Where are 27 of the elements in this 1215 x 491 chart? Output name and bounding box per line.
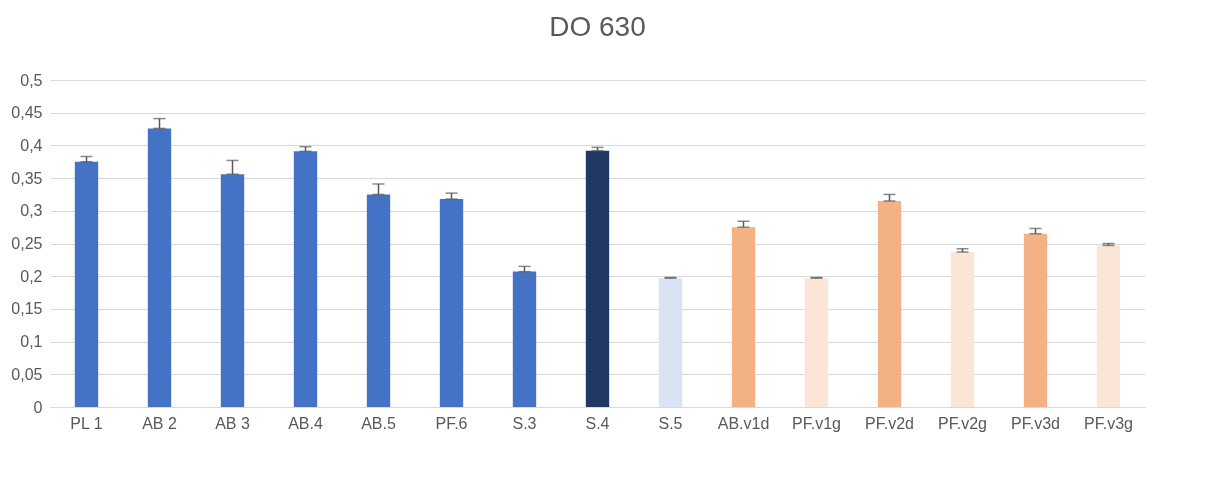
x-tick-label: PL 1 (70, 414, 103, 432)
x-tick-label: S.4 (585, 414, 610, 432)
y-tick-label: 0,25 (11, 235, 43, 252)
x-tick-label: S.3 (512, 414, 537, 432)
x-tick-label: PF.v3d (1011, 414, 1060, 432)
x-tick-label: AB.5 (361, 414, 396, 432)
y-tick-label: 0,3 (20, 202, 43, 220)
y-tick-label: 0,5 (20, 71, 43, 89)
x-tick-label: AB 3 (215, 414, 250, 432)
x-tick-label: AB 2 (142, 414, 177, 432)
y-tick-label: 0,45 (11, 104, 43, 122)
x-tick-label: PF.v3g (1084, 414, 1133, 432)
x-tick-label: PF.v2d (865, 414, 914, 432)
y-tick-label: 0,15 (11, 300, 43, 318)
x-tick-label: PF.v2g (938, 414, 987, 432)
x-tick-label: AB.4 (288, 414, 323, 432)
y-tick-label: 0,1 (20, 333, 43, 351)
x-tick-label: S.5 (658, 414, 683, 432)
y-tick-label: 0 (33, 398, 43, 416)
y-tick-label: 0,35 (11, 169, 43, 187)
x-tick-label: AB.v1d (717, 414, 770, 432)
y-tick-label: 0,4 (20, 136, 43, 154)
y-tick-label: 0,05 (11, 365, 43, 383)
y-tick-label: 0,2 (20, 267, 43, 285)
x-tick-label: PF.6 (435, 414, 468, 432)
chart-title: DO 630 (549, 11, 646, 42)
x-tick-label: PF.v1g (792, 414, 841, 432)
